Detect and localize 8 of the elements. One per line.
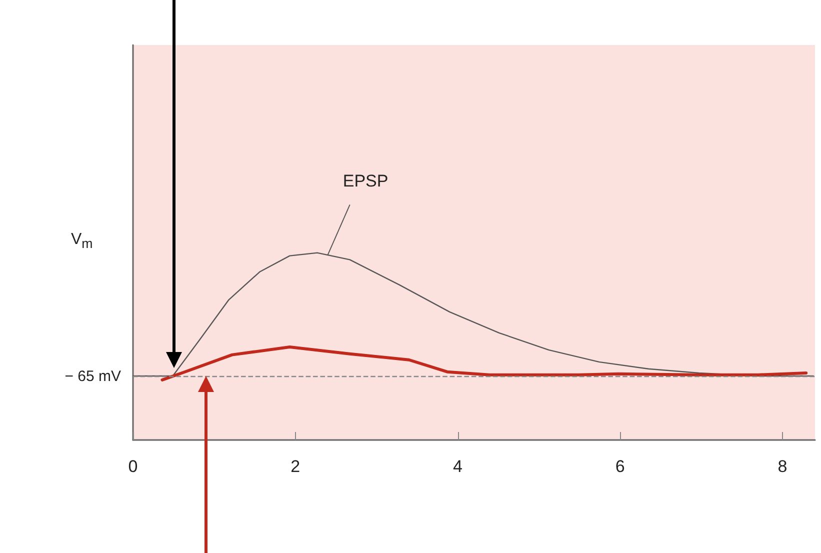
ref-line-label: − 65 mV <box>64 368 121 385</box>
annotation: EPSP <box>342 172 388 191</box>
x-tick-label: 0 <box>128 457 138 476</box>
x-tick-label: 8 <box>778 457 788 476</box>
x-tick-label: 2 <box>290 457 300 476</box>
x-tick-label: 4 <box>453 457 462 476</box>
x-tick-label: 6 <box>615 457 625 476</box>
y-axis-title: V$_{m}$ <box>71 230 93 251</box>
